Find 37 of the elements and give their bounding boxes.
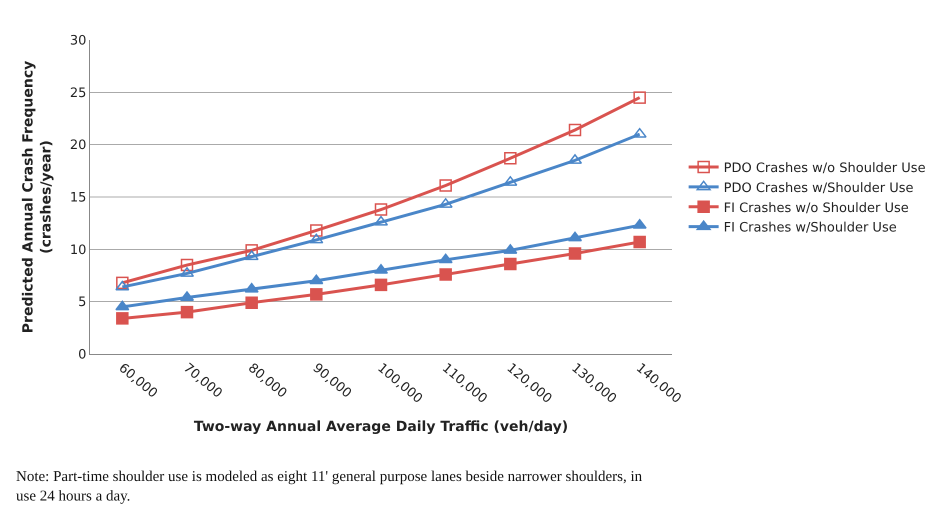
point — [504, 258, 517, 270]
y-tick-label: 5 — [78, 295, 86, 310]
point — [116, 276, 129, 290]
legend-label: PDO Crashes w/o Shoulder Use — [724, 161, 926, 176]
point — [439, 179, 452, 192]
y-tick-label: 20 — [70, 138, 86, 154]
point — [310, 224, 323, 237]
point — [568, 124, 582, 136]
point — [115, 280, 130, 291]
y-tick-label: 25 — [70, 86, 86, 101]
point — [245, 296, 258, 309]
x-axis-title: Two-way Annual Average Daily Traffic (veh/day) — [194, 419, 568, 436]
y-axis-title: Predicted Annual Crash Frequency (crashes/year) — [20, 60, 54, 334]
y-tick-label: 30 — [70, 34, 86, 49]
point — [374, 216, 388, 226]
text: Note: Part-time shoulder use is modeled as eight 11' general purpose lanes beside narrower shoulders, in use 24 hours a day. — [16, 469, 643, 504]
legend-label: FI Crashes w/Shoulder Use — [724, 220, 897, 236]
point — [180, 258, 194, 272]
legend-label: PDO Crashes w/Shoulder Use — [724, 180, 914, 196]
point — [374, 278, 388, 292]
point — [633, 91, 646, 104]
point — [374, 203, 388, 216]
point — [504, 152, 517, 165]
point — [244, 250, 259, 260]
y-tick-label: 0 — [78, 348, 86, 363]
point — [568, 247, 582, 260]
legend-label: FI Crashes w/o Shoulder Use — [724, 200, 909, 216]
point — [180, 306, 194, 318]
point — [633, 236, 646, 248]
point — [439, 268, 452, 281]
point — [310, 288, 323, 301]
point — [116, 312, 129, 325]
y-tick-label: 10 — [70, 242, 86, 258]
point — [309, 274, 324, 284]
point — [632, 128, 647, 138]
y-tick-label: 15 — [70, 190, 86, 206]
point — [244, 282, 259, 293]
